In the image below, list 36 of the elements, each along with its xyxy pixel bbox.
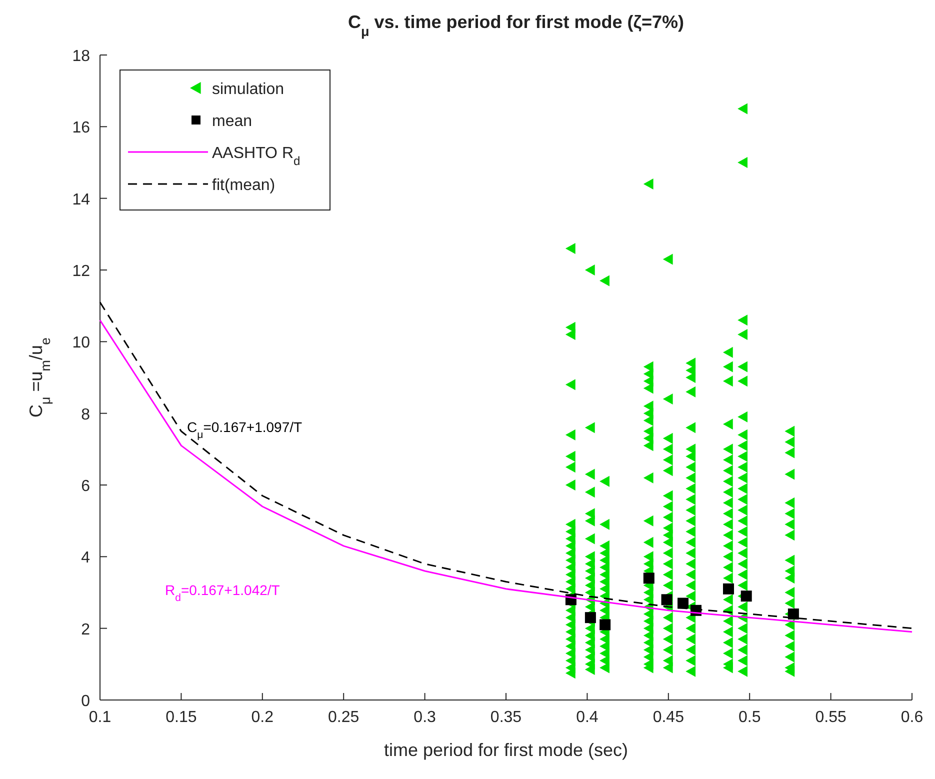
y-tick-label: 14 — [72, 191, 90, 208]
x-tick-label: 0.55 — [815, 709, 846, 726]
x-tick-label: 0.35 — [490, 709, 522, 726]
x-tick-label: 0.5 — [738, 709, 761, 726]
point — [643, 572, 654, 584]
x-tick-label: 0.6 — [900, 709, 924, 726]
point — [600, 619, 611, 630]
x-tick-label: 0.2 — [251, 709, 274, 726]
point — [584, 612, 596, 624]
y-tick-label: 6 — [81, 478, 90, 495]
chart-title: C$_{μ}$ vs. time period for first mode (ζ=7%) — [348, 12, 684, 38]
point — [661, 594, 672, 606]
point — [788, 608, 799, 620]
y-tick-label: 10 — [72, 334, 90, 352]
x-tick-label: 0.25 — [328, 709, 360, 726]
x-tick-label: 0.15 — [166, 709, 197, 726]
annotation: C$_{μ}$=0.167+1.097/T — [187, 419, 302, 441]
y-tick-label: 0 — [81, 693, 90, 710]
y-tick-label: 2 — [81, 621, 90, 638]
y-tick-label: 16 — [72, 120, 90, 137]
x-tick-label: 0.3 — [414, 709, 436, 726]
y-tick-label: 18 — [72, 48, 90, 65]
legend-label: simulation — [212, 81, 284, 98]
x-tick-label: 0.45 — [652, 709, 684, 726]
point — [740, 590, 752, 602]
y-tick-label: 8 — [81, 406, 90, 424]
point — [722, 583, 734, 594]
legend-label: mean — [212, 113, 252, 130]
x-axis-title: time period for first mode (sec) — [384, 740, 628, 760]
x-tick-label: 0.1 — [88, 709, 112, 726]
annotation: R$_{d}$=0.167+1.042/T — [165, 582, 280, 604]
x-tick-label: 0.4 — [576, 709, 598, 726]
y-tick-label: 12 — [72, 263, 90, 280]
legend-label: fit(mean) — [212, 177, 276, 194]
y-tick-label: 4 — [81, 550, 90, 567]
legend-label: AASHTO R$_{d}$ — [212, 145, 300, 168]
